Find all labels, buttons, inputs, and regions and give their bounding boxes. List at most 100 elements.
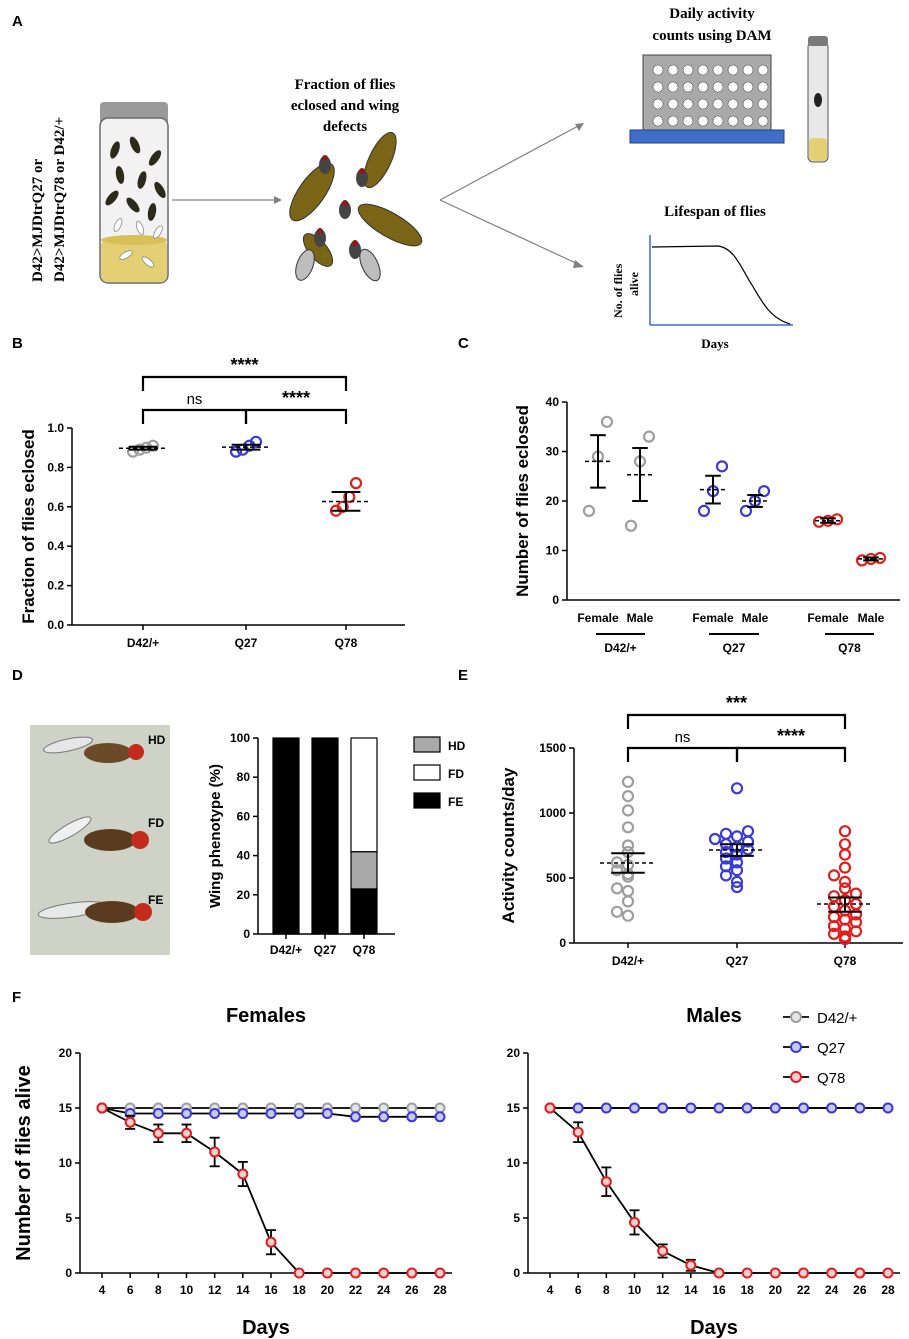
data-point [96, 1102, 108, 1114]
x-tick-label: 26 [853, 1283, 867, 1297]
data-point [849, 887, 863, 900]
dam-hole [652, 115, 664, 127]
data-point [741, 825, 755, 838]
chart-b: 0.0 0.2 0.4 0.6 0.8 1.0 Fraction of flies eclo… [19, 355, 405, 650]
data-point [838, 848, 852, 861]
y-tick-label: 0 [65, 1266, 72, 1280]
y-tick-label: 20 [546, 494, 560, 508]
data-point [629, 1102, 640, 1114]
data-point [708, 832, 722, 846]
data-point [730, 830, 744, 843]
significance-label: **** [777, 726, 805, 746]
data-point [378, 1102, 390, 1114]
x-sublabel: Female [577, 611, 619, 625]
data-point [293, 1267, 305, 1279]
data-point [406, 1102, 418, 1114]
data-point [229, 445, 243, 458]
y-tick-label: 20 [237, 888, 251, 902]
data-point [854, 1102, 866, 1114]
data-point [715, 460, 729, 473]
panel-label-a: A [12, 13, 23, 30]
x-tick-label: 4 [99, 1283, 106, 1297]
legend-f: D42/+ Q27 Q78 [783, 1010, 858, 1087]
dam-monitor-illustration [629, 36, 829, 163]
data-point [350, 1267, 361, 1279]
photo-label-fe: FE [148, 893, 163, 907]
x-tick-label: Q27 [314, 943, 337, 957]
data-point [642, 430, 656, 443]
series-line-q78 [549, 1107, 888, 1274]
y-tick-label: 1.0 [47, 421, 64, 435]
data-point [826, 1102, 838, 1114]
y-tick-label: 30 [546, 445, 560, 459]
significance-bracket [141, 375, 348, 391]
data-point [378, 1111, 390, 1123]
x-tick-label: 22 [349, 1283, 363, 1297]
data-point [265, 1108, 277, 1119]
y-axis-label: Number of flies eclosed [513, 405, 532, 597]
bar-segment-fe [272, 737, 300, 935]
data-point [621, 909, 635, 922]
panel-f: F Females 0 5 10 15 20 Number of flies alive 4 6… [12, 989, 900, 1339]
panel-c: C 0 10 20 30 40 Number of flies eclosed Female… [458, 335, 900, 655]
dam-hole [667, 115, 679, 127]
data-point [719, 860, 733, 873]
significance-label: **** [230, 355, 258, 375]
significance-label: ns [675, 729, 691, 746]
significance-label: **** [282, 388, 310, 408]
legend-label: Q78 [817, 1070, 845, 1087]
legend-label: FE [448, 795, 463, 809]
legend-label: HD [448, 739, 466, 753]
chart-e: 0 500 1000 1500 Activity counts/day D42/+ Q27 Q… [499, 693, 903, 968]
data-point [826, 1267, 838, 1279]
eclosion-label-line2: eclosed and wing [291, 98, 400, 114]
group-label: Q78 [838, 641, 861, 655]
x-tick-label: 14 [236, 1283, 250, 1297]
data-point [621, 821, 635, 834]
y-tick-label: 0 [559, 936, 566, 950]
legend-marker [790, 1011, 802, 1023]
x-sublabel: Male [858, 611, 885, 625]
data-point [350, 1111, 361, 1123]
data-point [730, 782, 744, 795]
genotype-label-line1: D42>MJDtrQ27 or [30, 159, 46, 282]
y-tick-label: 10 [507, 1156, 521, 1170]
y-tick-label: 0.4 [47, 539, 64, 553]
data-point [152, 1127, 164, 1139]
x-tick-label: 6 [127, 1283, 134, 1297]
dam-hole [757, 64, 769, 76]
chart-title: Females [226, 1005, 306, 1027]
dam-label-line1: Daily activity [669, 6, 755, 22]
legend-marker [790, 1071, 802, 1083]
chart-f-males: Males 0 5 10 15 20 4 6 8 10 12 14 16 18 20 22 24 26 28 Days [507, 1005, 900, 1339]
data-point [434, 1267, 446, 1279]
dam-hole [727, 115, 739, 127]
data-point [769, 1102, 781, 1114]
x-tick-label: D42/+ [127, 636, 159, 650]
significance-bracket [244, 408, 348, 424]
data-point [544, 1102, 556, 1114]
eclosion-label-line1: Fraction of flies [295, 77, 396, 93]
y-tick-label: 500 [546, 871, 566, 885]
data-point [378, 1267, 390, 1279]
bar-segment-fe [311, 737, 339, 935]
dam-hole [742, 64, 754, 76]
y-tick-label: 1500 [539, 741, 566, 755]
y-tick-label: 100 [230, 731, 250, 745]
lifespan-ylabel-line2: alive [627, 271, 641, 296]
data-point [181, 1108, 192, 1119]
data-point [697, 504, 711, 517]
significance-bracket [626, 713, 847, 729]
data-point [730, 856, 744, 869]
data-point [237, 1108, 249, 1119]
dam-hole [682, 98, 694, 110]
data-point [719, 827, 733, 840]
dam-hole [742, 115, 754, 127]
panel-e: E 0 500 1000 1500 Activity counts/day D42/+ Q2… [458, 667, 903, 968]
group-label: D42/+ [604, 641, 636, 655]
data-point [572, 1126, 584, 1138]
dam-hole [742, 98, 754, 110]
x-tick-label: D42/+ [612, 954, 644, 968]
dam-hole [652, 64, 664, 76]
